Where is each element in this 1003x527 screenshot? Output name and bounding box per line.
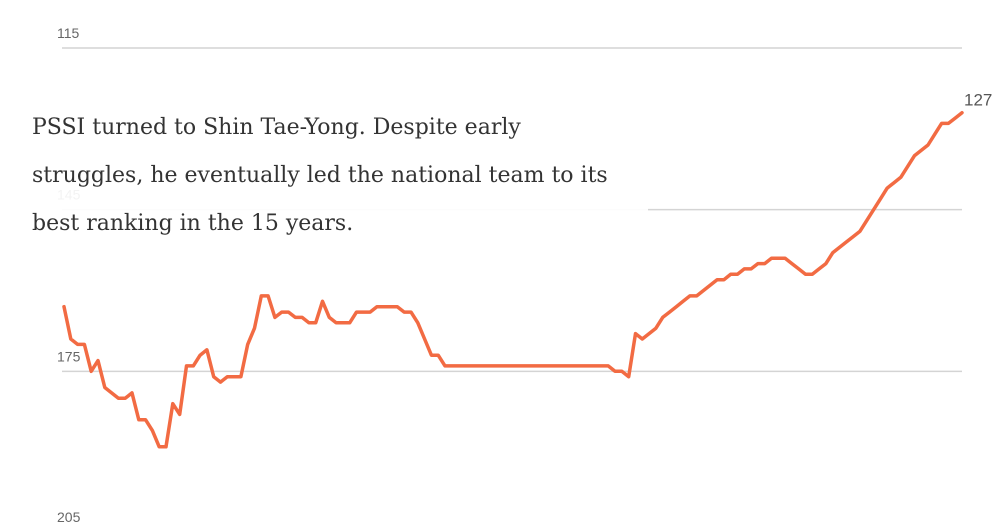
annotation-line-1: PSSI turned to Shin Tae-Yong. Despite ea…: [32, 115, 521, 140]
chart-annotation: PSSI turned to Shin Tae-Yong. Despite ea…: [22, 96, 648, 256]
y-tick-label: 175: [57, 348, 81, 364]
annotation-line-3: best ranking in the 15 years.: [32, 211, 354, 236]
y-tick-label: 115: [57, 25, 80, 41]
series-layer: [62, 110, 964, 449]
end-label-layer: 127: [964, 91, 992, 110]
series-end-value-label: 127: [964, 91, 992, 110]
y-tick-label: 205: [57, 509, 81, 525]
ranking-series-line: [62, 110, 964, 449]
annotation-line-2: struggles, he eventually led the nationa…: [32, 163, 608, 188]
